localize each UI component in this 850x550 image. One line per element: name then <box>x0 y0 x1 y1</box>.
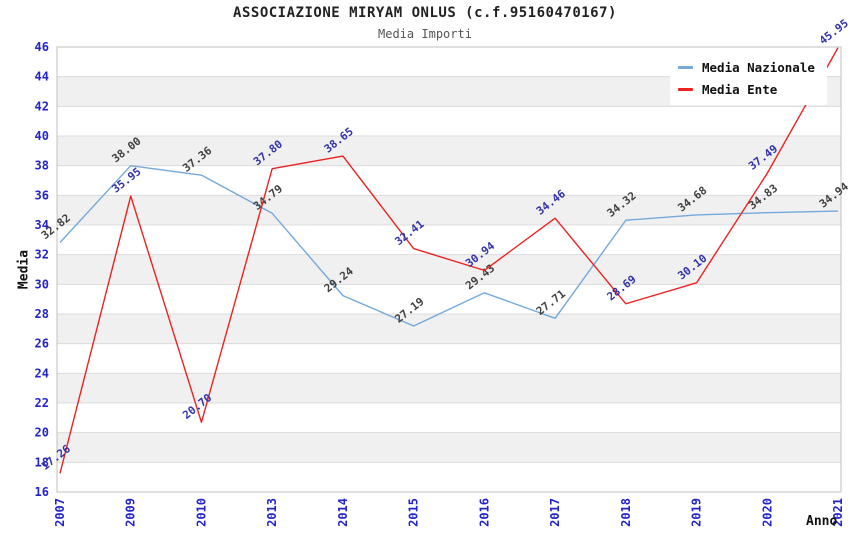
y-tick-label: 44 <box>35 70 49 84</box>
x-tick-label: 2009 <box>124 498 138 527</box>
series-line-media-ente <box>59 47 839 474</box>
y-tick-label: 42 <box>35 99 49 113</box>
chart-title: ASSOCIAZIONE MIRYAM ONLUS (c.f.951604701… <box>233 5 617 21</box>
x-tick-label: 2017 <box>548 498 562 527</box>
data-label-media-nazionale: 32.82 <box>39 211 73 242</box>
media-ente-swatch <box>678 88 693 91</box>
x-tick-label: 2016 <box>477 498 491 527</box>
x-tick-label: 2020 <box>760 498 774 527</box>
y-tick-label: 38 <box>35 159 49 173</box>
y-tick-label: 18 <box>35 455 49 469</box>
grid-band <box>57 314 841 344</box>
grid-band <box>57 195 841 225</box>
y-tick-label: 30 <box>35 277 49 291</box>
y-tick-label: 34 <box>35 218 49 232</box>
x-tick-label: 2013 <box>265 498 279 527</box>
plot-border <box>56 46 842 493</box>
y-tick-label: 32 <box>35 248 49 262</box>
y-axis-title: Media <box>16 249 32 290</box>
media-nazionale-swatch <box>678 66 693 69</box>
x-tick-label: 2018 <box>619 498 633 527</box>
y-tick-label: 36 <box>35 188 49 202</box>
legend-item-media-ente: Media Ente <box>678 82 815 97</box>
chart-subtitle: Media Importi <box>378 27 472 41</box>
y-tick-label: 24 <box>35 366 49 380</box>
x-tick-label: 2021 <box>831 498 845 527</box>
x-tick-label: 2010 <box>194 498 208 527</box>
y-tick-label: 20 <box>35 426 49 440</box>
y-tick-label: 28 <box>35 307 49 321</box>
x-tick-label: 2007 <box>53 498 67 527</box>
y-tick-label: 40 <box>35 129 49 143</box>
grid-band <box>57 373 841 403</box>
y-tick-label: 22 <box>35 396 49 410</box>
legend-item-media-nazionale: Media Nazionale <box>678 60 815 75</box>
x-tick-label: 2015 <box>407 498 421 527</box>
x-tick-label: 2014 <box>336 498 350 527</box>
y-tick-label: 46 <box>35 40 49 54</box>
grid-band <box>57 136 841 166</box>
grid-band <box>57 432 841 463</box>
data-label-media-ente: 45.95 <box>817 17 850 48</box>
x-tick-label: 2019 <box>690 498 704 527</box>
legend: Media Nazionale Media Ente <box>670 54 827 105</box>
series-line-media-nazionale <box>59 164 839 327</box>
y-tick-label: 26 <box>35 337 49 351</box>
legend-label-media-ente: Media Ente <box>702 82 778 97</box>
y-tick-label: 16 <box>35 485 49 499</box>
x-axis-title: Anno <box>806 514 838 529</box>
legend-label-media-nazionale: Media Nazionale <box>702 60 815 75</box>
data-label-media-nazionale: 27.71 <box>534 287 568 318</box>
